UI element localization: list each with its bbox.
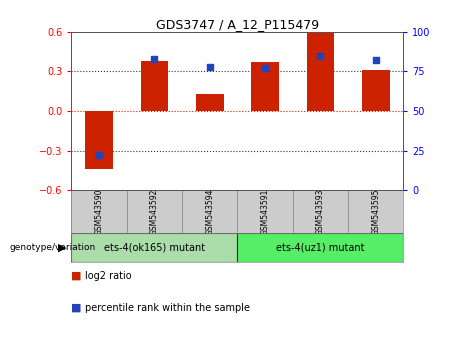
- Bar: [348, 190, 403, 233]
- Point: [372, 57, 379, 63]
- Bar: [307, 32, 334, 111]
- Bar: [127, 190, 182, 233]
- Text: GSM543594: GSM543594: [205, 188, 214, 235]
- Bar: [293, 190, 348, 233]
- Bar: [196, 94, 224, 111]
- Bar: [71, 233, 237, 262]
- Text: ■: ■: [71, 303, 82, 313]
- Text: genotype/variation: genotype/variation: [9, 243, 95, 252]
- Point: [95, 153, 103, 158]
- Text: GSM543593: GSM543593: [316, 188, 325, 235]
- Point: [261, 65, 269, 71]
- Text: GSM543592: GSM543592: [150, 188, 159, 235]
- Bar: [237, 233, 403, 262]
- Bar: [85, 111, 113, 169]
- Bar: [71, 190, 127, 233]
- Bar: [237, 190, 293, 233]
- Text: GSM543595: GSM543595: [371, 188, 380, 235]
- Text: GSM543590: GSM543590: [95, 188, 104, 235]
- Point: [206, 64, 213, 69]
- Text: ■: ■: [71, 271, 82, 281]
- Bar: [362, 70, 390, 111]
- Text: ▶: ▶: [59, 242, 67, 252]
- Bar: [141, 61, 168, 111]
- Text: ets-4(uz1) mutant: ets-4(uz1) mutant: [276, 242, 365, 252]
- Text: GSM543591: GSM543591: [260, 188, 270, 235]
- Text: log2 ratio: log2 ratio: [85, 271, 132, 281]
- Bar: [251, 62, 279, 111]
- Text: percentile rank within the sample: percentile rank within the sample: [85, 303, 250, 313]
- Point: [151, 56, 158, 62]
- Bar: [182, 190, 237, 233]
- Text: ets-4(ok165) mutant: ets-4(ok165) mutant: [104, 242, 205, 252]
- Title: GDS3747 / A_12_P115479: GDS3747 / A_12_P115479: [156, 18, 319, 31]
- Point: [317, 53, 324, 58]
